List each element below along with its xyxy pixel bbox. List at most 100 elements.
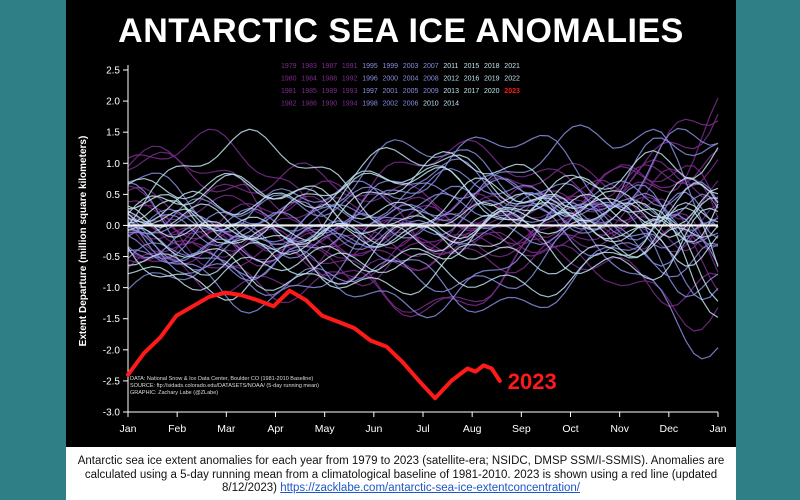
legend-year-label: 1991 <box>342 63 358 70</box>
legend-year-label: 1997 <box>362 88 378 95</box>
sea-ice-chart: 2.5 2.0 1.5 1.0 0.5 0.0 -0.5 -1.0 -1.5 -2.0 -2.5 -3… <box>78 63 727 435</box>
legend-year-label: 1982 <box>281 101 297 108</box>
y-axis-label: Extent Departure (million square kilomet… <box>78 136 89 347</box>
legend-year-label: 2023 <box>504 88 520 95</box>
legend-year-label: 1985 <box>301 88 317 95</box>
legend-year-label: 2012 <box>443 76 459 83</box>
year-trace-line <box>127 146 719 241</box>
year-trace-line <box>127 176 719 318</box>
x-tick-label: Aug <box>463 423 482 435</box>
y-tick-label: -2.0 <box>103 345 121 356</box>
y-tick-label: 1.5 <box>106 128 120 139</box>
y-tick-label: -1.5 <box>103 314 121 325</box>
year-trace-line <box>127 180 719 265</box>
source-annotation: GRAPHIC: Zachary Labe (@ZLabe) <box>130 390 218 396</box>
legend-year-label: 2011 <box>443 63 458 70</box>
legend-year-label: 1992 <box>342 76 358 83</box>
year-trace-line <box>127 197 719 296</box>
legend-year-label: 2003 <box>403 63 419 70</box>
legend-year-label: 2001 <box>383 88 399 95</box>
legend-year-label: 1999 <box>383 63 399 70</box>
year-trace-line <box>127 177 719 247</box>
legend-year-label: 2002 <box>383 101 399 108</box>
y-tick-label: -3.0 <box>103 408 121 419</box>
x-tick-label: Jul <box>416 423 429 435</box>
y-tick-label: 1.0 <box>106 159 120 170</box>
year-trace-line <box>127 177 719 291</box>
x-tick-label: Sep <box>512 423 531 435</box>
legend-year-label: 2013 <box>443 88 459 95</box>
x-tick-label: Nov <box>610 423 629 435</box>
year-trace-line <box>127 164 719 301</box>
legend-year-label: 2000 <box>383 76 399 83</box>
x-tick-label: Dec <box>659 423 678 435</box>
legend-year-label: 1994 <box>342 101 358 108</box>
year-trace-line <box>127 150 719 245</box>
series-2023-label: 2023 <box>508 369 557 394</box>
year-trace-line <box>127 184 719 319</box>
legend-year-label: 1989 <box>322 88 338 95</box>
year-trace-line <box>127 177 719 298</box>
legend-year-label: 2019 <box>484 76 500 83</box>
x-tick-label: May <box>315 423 336 435</box>
x-tick-label: Feb <box>168 423 186 435</box>
year-trace-line <box>127 166 719 281</box>
legend-year-label: 2016 <box>464 76 480 83</box>
legend-year-label: 1995 <box>362 63 378 70</box>
chart-title: ANTARCTIC SEA ICE ANOMALIES <box>118 12 684 50</box>
legend-year-label: 2004 <box>403 76 419 83</box>
legend-year-label: 1983 <box>301 63 317 70</box>
year-trace-line <box>127 165 719 313</box>
figure-caption: Antarctic sea ice extent anomalies for e… <box>76 455 726 496</box>
legend-year-label: 2005 <box>403 88 419 95</box>
year-trace-line <box>127 173 719 243</box>
legend-year-label: 1984 <box>301 76 317 83</box>
legend-year-label: 2017 <box>464 88 480 95</box>
legend-year-label: 2020 <box>484 88 500 95</box>
source-annotation: DATA: National Snow & Ice Data Center, B… <box>130 376 313 382</box>
y-tick-label: -1.0 <box>103 283 121 294</box>
legend-year-label: 1986 <box>301 101 317 108</box>
y-tick-label: 0.0 <box>106 221 120 232</box>
y-tick-label: 2.5 <box>106 66 120 77</box>
legend-year-label: 2009 <box>423 88 439 95</box>
x-tick-label: Jan <box>710 423 727 435</box>
caption-link[interactable]: https://zacklabe.com/antarctic-sea-ice-e… <box>280 482 580 494</box>
legend-year-label: 1980 <box>281 76 297 83</box>
y-tick-label: 2.0 <box>106 97 120 108</box>
y-tick-label: -2.5 <box>103 376 121 387</box>
x-tick-label: Jan <box>120 423 137 435</box>
x-tick-label: Apr <box>267 423 284 435</box>
caption-text: Antarctic sea ice extent anomalies for e… <box>77 455 725 494</box>
year-trace-line <box>127 199 719 275</box>
legend-year-label: 2021 <box>504 63 520 70</box>
legend-year-label: 1988 <box>322 76 338 83</box>
x-tick-label: Jun <box>365 423 382 435</box>
legend-year-label: 1987 <box>322 63 338 70</box>
x-tick-label: Mar <box>217 423 236 435</box>
year-trace-line <box>127 113 719 287</box>
legend-year-label: 1981 <box>281 88 297 95</box>
legend-year-label: 2015 <box>464 63 480 70</box>
figure-frame: ANTARCTIC SEA ICE ANOMALIES 2.5 2.0 1.5 1.0… <box>66 0 736 500</box>
series-2023-line <box>126 288 502 401</box>
x-tick-label: Oct <box>562 423 578 435</box>
year-trace-line <box>127 180 719 250</box>
legend-year-label: 2008 <box>423 76 439 83</box>
legend-year-label: 2007 <box>423 63 439 70</box>
year-trace-line <box>127 128 719 258</box>
legend-year-label: 2010 <box>423 101 439 108</box>
y-tick-label: 0.5 <box>106 190 120 201</box>
legend-year-label: 2014 <box>443 101 459 108</box>
year-trace-line <box>127 134 719 298</box>
year-trace-line <box>127 124 719 271</box>
source-annotation: SOURCE: ftp://sidads.colorado.edu/DATASE… <box>130 383 319 389</box>
y-tick-label: -0.5 <box>103 252 121 263</box>
legend-year-label: 2006 <box>403 101 419 108</box>
legend-year-label: 1990 <box>322 101 338 108</box>
legend-year-label: 2022 <box>504 76 520 83</box>
chart-panel: ANTARCTIC SEA ICE ANOMALIES 2.5 2.0 1.5 1.0… <box>66 0 736 447</box>
legend-year-label: 2018 <box>484 63 500 70</box>
year-trace-line <box>127 147 719 253</box>
legend-year-label: 1998 <box>362 101 378 108</box>
